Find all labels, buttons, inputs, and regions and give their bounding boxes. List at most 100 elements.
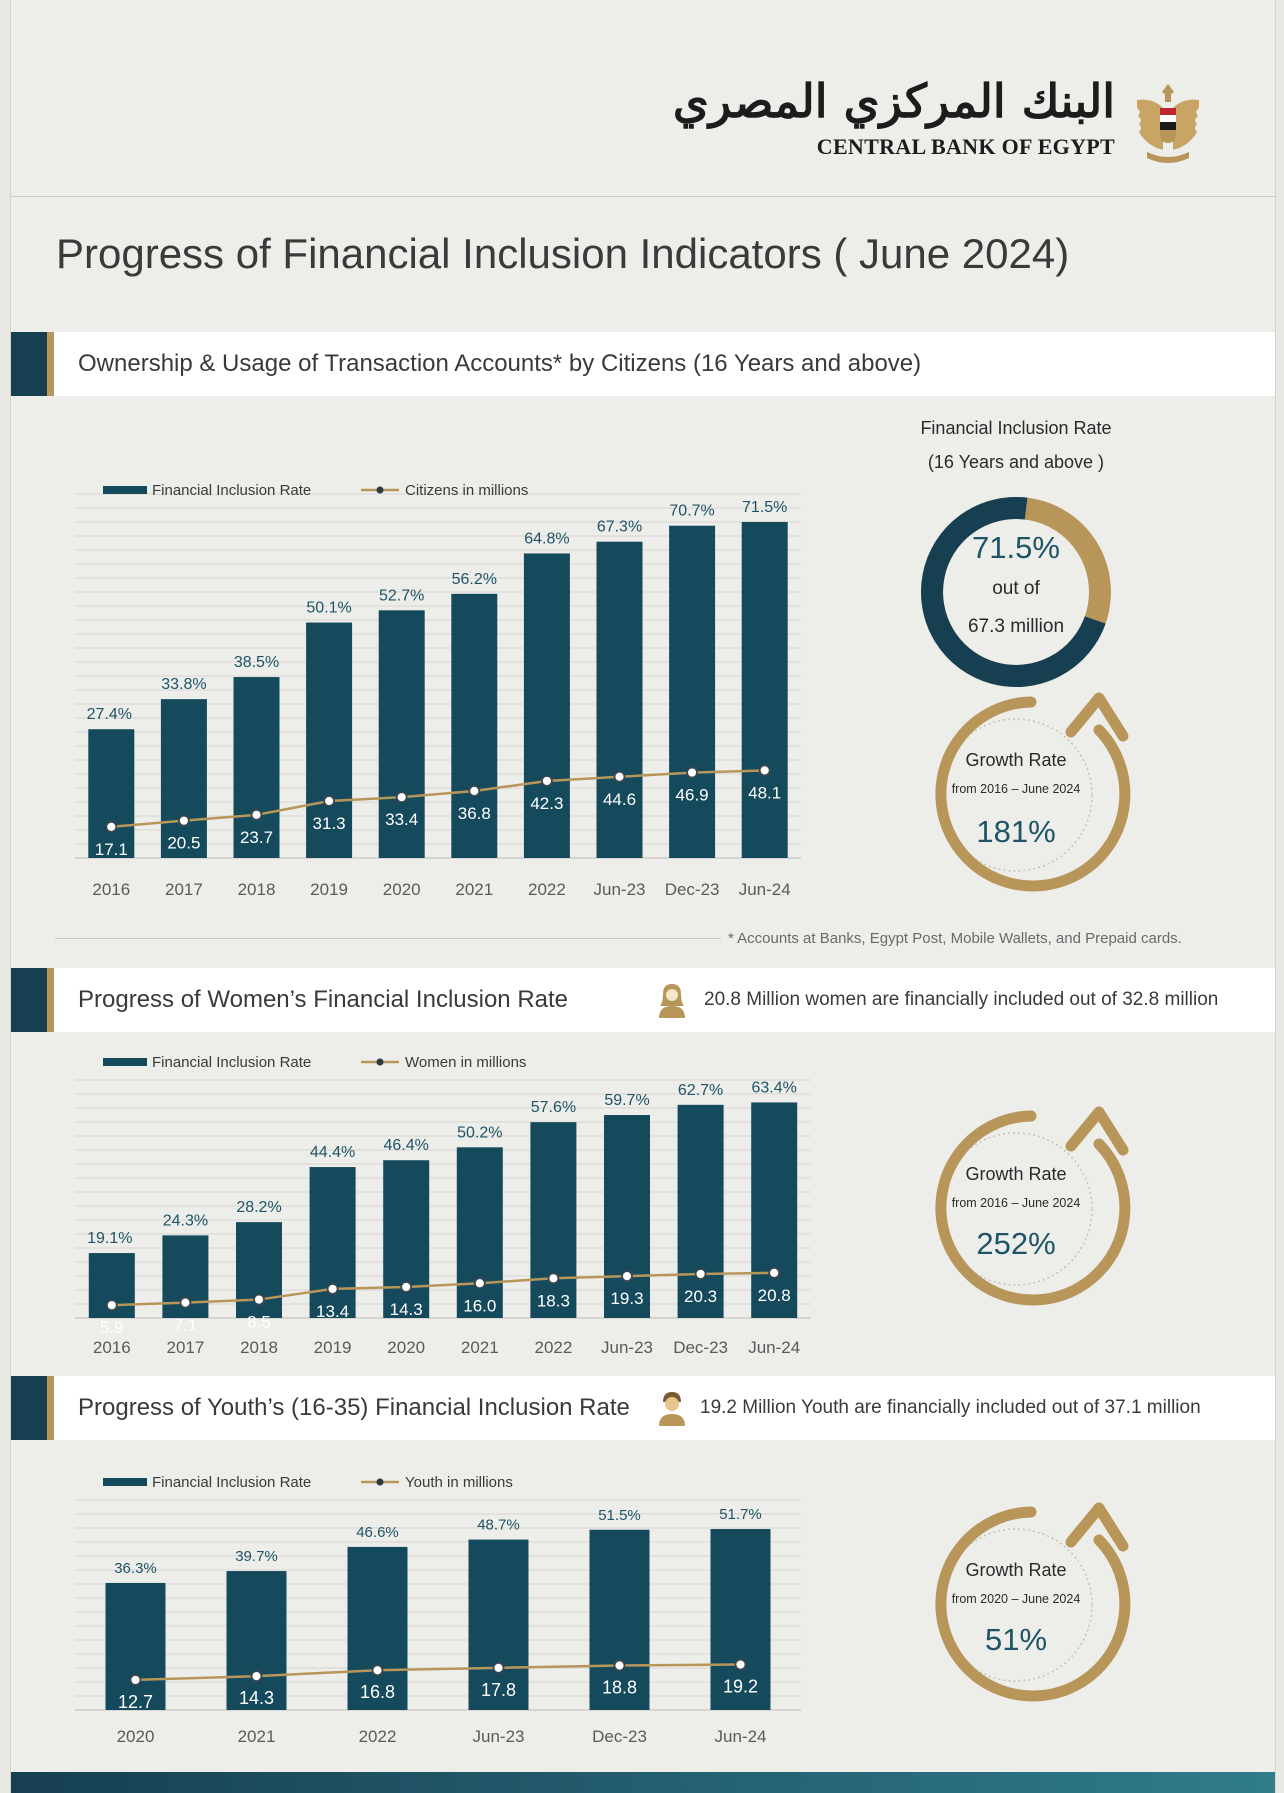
line-point	[323, 795, 336, 807]
line-points: 17.1 20.5 23.7 31.3 33.4 36.8 42.3 44.6 46.9 48.1	[95, 764, 781, 859]
line-value-label: 5.9	[100, 1318, 124, 1337]
line-value-label: 17.8	[481, 1680, 516, 1700]
bar	[669, 525, 716, 858]
x-tick-label: 2020	[387, 1338, 425, 1357]
bar-value-label: 62.7%	[678, 1082, 723, 1099]
x-tick-label: 2020	[383, 880, 421, 899]
growth-label: Growth Rate	[965, 1164, 1067, 1184]
bar	[451, 593, 498, 858]
bar	[596, 541, 643, 858]
line-value-label: 16.8	[360, 1682, 395, 1702]
line-points: 5.9 7.1 8.5 13.4 14.3 16.0 18.3 19.3 20.3 20.8	[100, 1266, 791, 1337]
line-point	[621, 1270, 633, 1283]
chart-legend: Financial Inclusion Rate Citizens in mill…	[103, 482, 528, 499]
bar-value-label: 27.4%	[87, 706, 132, 723]
x-tick-label: 2016	[93, 1338, 131, 1357]
citizens-chart: Financial Inclusion Rate Citizens in mill…	[75, 482, 801, 899]
x-tick-label: 2018	[238, 880, 276, 899]
bar-value-label: 39.7%	[235, 1548, 278, 1565]
page-title: Progress of Financial Inclusion Indicato…	[56, 230, 1070, 277]
bar-value-label: 24.3%	[163, 1212, 208, 1229]
line-point	[613, 1659, 626, 1672]
x-tick-label: 2021	[455, 880, 493, 899]
bar-value-label: 48.7%	[477, 1517, 520, 1534]
line-point	[250, 808, 263, 821]
line-value-label: 14.3	[390, 1300, 423, 1319]
x-tick-label: Jun-24	[739, 880, 791, 899]
legend-bar-swatch	[103, 1478, 147, 1486]
section-marker	[11, 968, 54, 1032]
line-point	[179, 1296, 192, 1309]
line-point	[492, 1661, 505, 1674]
x-axis-ticks: 2016 2017 2018 2019 2020 2021 2022 Jun-23 Dec-23…	[93, 1338, 800, 1357]
bar-value-label: 64.8%	[524, 530, 569, 547]
growth-arrow-icon	[935, 692, 1131, 892]
section-marker	[11, 1376, 54, 1440]
chart-legend: Financial Inclusion Rate Women in million…	[103, 1054, 526, 1071]
line-value-label: 16.0	[463, 1296, 496, 1315]
line-value-label: 48.1	[748, 783, 781, 802]
donut-caption-line1: Financial Inclusion Rate	[920, 418, 1112, 438]
x-tick-label: 2017	[165, 880, 203, 899]
women-chart: Financial Inclusion Rate Women in million…	[75, 1054, 811, 1357]
logo-english-text: CENTRAL BANK OF EGYPT	[816, 134, 1115, 159]
bar	[378, 610, 425, 858]
bar	[589, 1529, 650, 1710]
line-point	[400, 1281, 413, 1293]
x-tick-label: Jun-23	[473, 1727, 525, 1746]
line-value-label: 46.9	[676, 786, 709, 805]
citizens-section-header: Ownership & Usage of Transaction Account…	[11, 332, 1275, 396]
x-tick-label: 2019	[314, 1338, 352, 1357]
bar	[306, 622, 353, 858]
line-value-label: 8.5	[247, 1313, 271, 1332]
bar	[751, 1102, 798, 1318]
x-tick-label: 2022	[528, 880, 566, 899]
bar-value-label: 51.5%	[598, 1507, 641, 1524]
bar	[710, 1529, 771, 1710]
women-section-title: Progress of Women’s Financial Inclusion …	[78, 986, 569, 1013]
line-value-label: 20.8	[758, 1286, 791, 1305]
x-tick-label: Jun-23	[594, 880, 646, 899]
bar	[226, 1571, 287, 1710]
line-value-label: 14.3	[239, 1688, 274, 1708]
bar	[468, 1539, 529, 1710]
x-tick-label: 2020	[117, 1727, 155, 1746]
bar-value-label: 36.3%	[114, 1560, 157, 1577]
x-tick-label: Jun-23	[601, 1338, 653, 1357]
line-value-label: 19.3	[610, 1289, 643, 1308]
line-point	[371, 1664, 384, 1677]
line-value-label: 33.4	[385, 810, 418, 829]
x-tick-label: 2022	[359, 1727, 397, 1746]
bar-value-label: 28.2%	[236, 1199, 281, 1216]
legend-bar-label: Financial Inclusion Rate	[152, 1474, 311, 1491]
line-value-label: 18.3	[537, 1291, 570, 1310]
x-tick-label: 2019	[310, 880, 348, 899]
bar-value-label: 67.3%	[597, 519, 642, 536]
line-point	[547, 1272, 560, 1285]
x-tick-label: Jun-24	[715, 1727, 767, 1746]
chart-legend: Financial Inclusion Rate Youth in million…	[103, 1474, 513, 1491]
line-value-label: 19.2	[723, 1677, 758, 1697]
line-point	[105, 1299, 118, 1312]
growth-arrow-icon	[935, 1106, 1131, 1306]
accounts-footnote: * Accounts at Banks, Egypt Post, Mobile …	[728, 930, 1182, 947]
youth-summary: Growth Rate from 2020 – June 2024 51%	[911, 1500, 1141, 1710]
line-value-label: 31.3	[313, 814, 346, 833]
line-point	[250, 1670, 263, 1683]
line-value-label: 17.1	[95, 840, 128, 859]
legend-line-dot	[376, 1058, 384, 1066]
bar	[523, 553, 570, 858]
legend-bar-swatch	[103, 486, 147, 494]
bar-value-label: 56.2%	[452, 571, 497, 588]
growth-value: 51%	[984, 1622, 1048, 1657]
bar-series: 27.4% 33.8% 38.5% 50.1% 52.7% 56.2% 64.8% 67.3%…	[87, 499, 788, 858]
bar	[105, 1582, 166, 1710]
citizens-section-title: Ownership & Usage of Transaction Account…	[78, 350, 922, 377]
bar	[347, 1546, 408, 1710]
x-axis-ticks: 2016 2017 2018 2019 2020 2021 2022 Jun-23 Dec-23…	[92, 880, 790, 899]
bar-value-label: 38.5%	[234, 654, 279, 671]
bar-series: 19.1% 24.3% 28.2% 44.4% 46.4% 50.2% 57.6% 59.7%…	[87, 1079, 798, 1318]
line-point	[686, 766, 698, 779]
youth-section-header: Progress of Youth’s (16-35) Financial In…	[11, 1376, 1275, 1440]
bar-value-label: 52.7%	[379, 587, 424, 604]
